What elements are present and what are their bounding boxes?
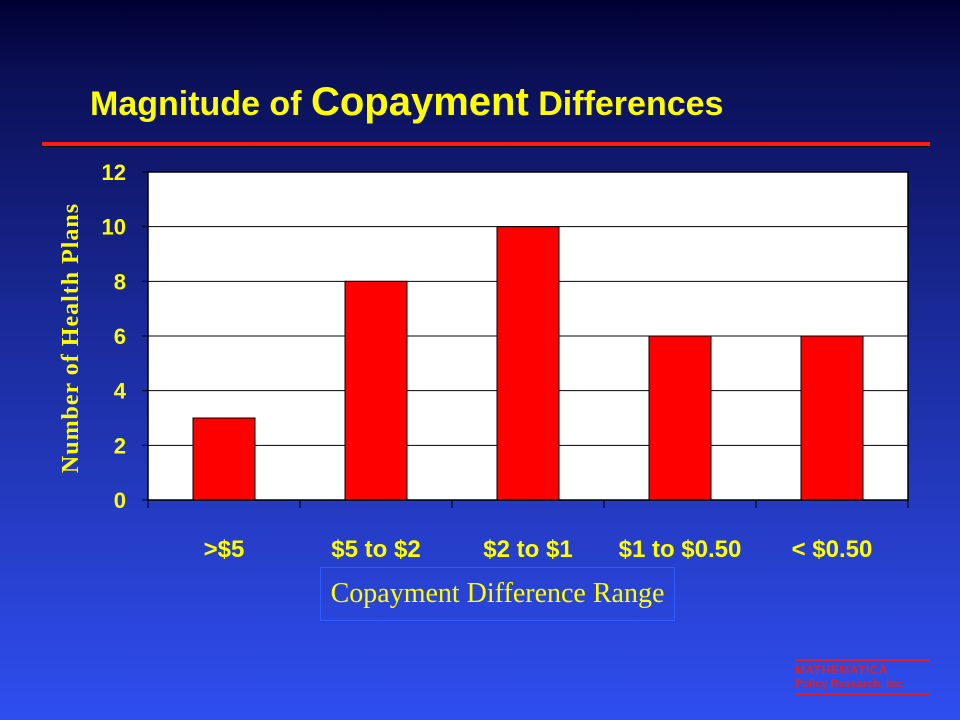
x-tick-labels: >$5 $5 to $2 $2 to $1 $1 to $0.50 < $0.50	[204, 536, 873, 563]
bar-1	[192, 417, 256, 501]
logo-rule-bottom	[795, 693, 930, 695]
y-tick-label: 2	[114, 433, 126, 458]
bar-2	[344, 280, 408, 501]
logo-rule-top	[795, 659, 930, 661]
x-tick-label: $2 to $1	[483, 536, 572, 563]
x-tick-label: $1 to $0.50	[619, 536, 742, 563]
logo-line-2: Policy Research, Inc.	[795, 678, 906, 690]
y-axis-title: Number of Health Plans	[58, 203, 84, 473]
title-underline	[42, 142, 930, 146]
logo-line-1: MATHEMATICA	[795, 663, 889, 677]
x-tick-label: $5 to $2	[331, 536, 420, 563]
bar-4	[648, 335, 712, 501]
title-part-1: Magnitude of	[90, 85, 302, 123]
y-tick-label: 0	[114, 488, 126, 513]
bar-5	[800, 335, 864, 501]
slide-title: Magnitude of Copayment Differences	[90, 80, 723, 125]
mathematica-logo: MATHEMATICA Policy Research, Inc.	[795, 657, 930, 697]
title-part-3: Differences	[538, 85, 724, 123]
x-tick-label: < $0.50	[792, 536, 873, 563]
x-axis-title: Copayment Difference Range	[320, 567, 675, 621]
bar-3	[496, 226, 560, 501]
plot-border	[147, 171, 909, 501]
y-tick-label: 8	[114, 269, 126, 294]
y-tick-label: 10	[102, 215, 126, 240]
bars	[192, 226, 864, 501]
y-tick-label: 6	[114, 324, 126, 349]
y-tick-label: 4	[114, 379, 127, 404]
x-tick-label: >$5	[204, 536, 245, 563]
y-tick-labels: 0 2 4 6 8 10 12	[102, 160, 127, 513]
y-tick-label: 12	[102, 160, 126, 185]
title-part-2: Copayment	[310, 80, 529, 124]
axes	[142, 171, 909, 508]
